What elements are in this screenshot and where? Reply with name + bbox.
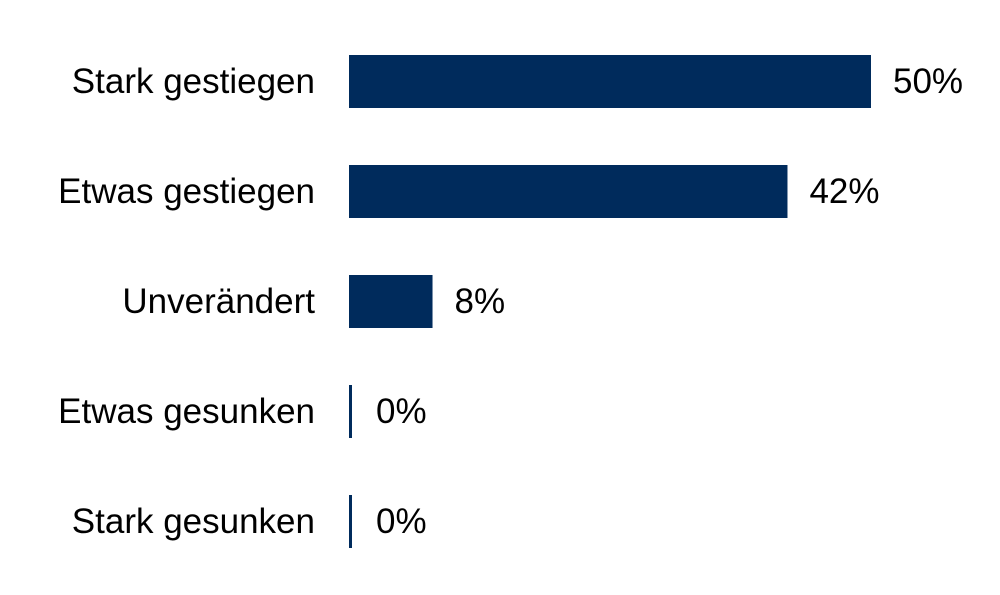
value-label: 0% — [376, 502, 427, 541]
bars-layer — [349, 55, 871, 548]
bar-etwas-gestiegen — [349, 165, 788, 218]
category-label: Etwas gesunken — [58, 392, 315, 431]
value-label: 0% — [376, 392, 427, 431]
bar-stark-gesunken — [349, 495, 352, 548]
value-label: 50% — [893, 62, 963, 101]
category-label: Etwas gestiegen — [58, 172, 315, 211]
category-label: Stark gesunken — [72, 502, 315, 541]
value-label: 8% — [455, 282, 506, 321]
category-label: Stark gestiegen — [72, 62, 315, 101]
bar-stark-gestiegen — [349, 55, 871, 108]
bar-unverändert — [349, 275, 433, 328]
bar-etwas-gesunken — [349, 385, 352, 438]
category-label: Unverändert — [122, 282, 315, 321]
labels-layer: Stark gestiegen 50% Etwas gestiegen 42% Unve… — [58, 62, 963, 541]
value-label: 42% — [809, 172, 879, 211]
